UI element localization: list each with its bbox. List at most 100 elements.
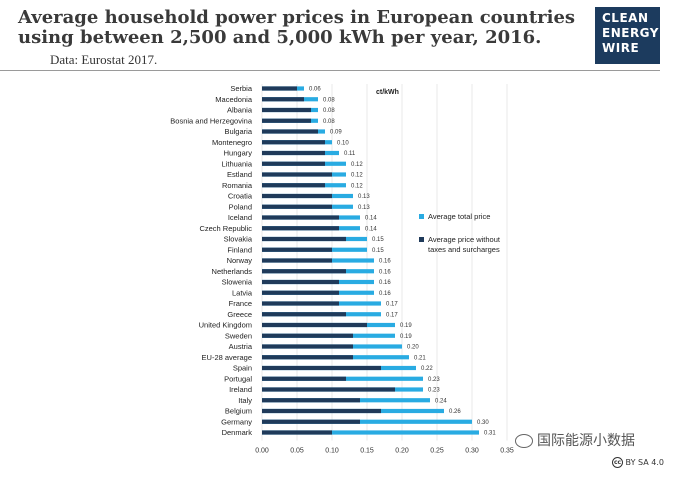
bar-without-taxes-16 bbox=[262, 258, 332, 263]
bar-without-taxes-30 bbox=[262, 408, 381, 414]
bar-without-taxes-21 bbox=[262, 312, 346, 317]
logo-line: ENERGY bbox=[602, 26, 659, 40]
data-label: 0.16 bbox=[379, 291, 391, 297]
category-label: Spain bbox=[233, 364, 252, 373]
legend-label-without-taxes: Average price without bbox=[428, 235, 501, 244]
x-tick-label: 0.20 bbox=[395, 448, 409, 455]
category-label: Serbia bbox=[230, 84, 253, 93]
x-axis: 0.00 0.05 0.10 0.15 0.20 0.25 0.30 0.35 bbox=[255, 448, 514, 455]
category-label: Austria bbox=[229, 342, 253, 351]
category-label: Portugal bbox=[224, 374, 252, 383]
data-source: Data: Eurostat 2017. bbox=[50, 52, 158, 67]
data-label: 0.14 bbox=[365, 216, 377, 222]
bar-without-taxes-20 bbox=[262, 301, 339, 306]
category-label: Hungary bbox=[224, 149, 253, 158]
bar-total-31 bbox=[262, 419, 472, 424]
x-tick-label: 0.35 bbox=[500, 448, 514, 455]
bar-without-taxes-22 bbox=[262, 322, 367, 328]
bar-without-taxes-24 bbox=[262, 344, 353, 349]
category-label: Latvia bbox=[232, 288, 253, 297]
bar-without-taxes-15 bbox=[262, 247, 332, 252]
data-label: 0.19 bbox=[400, 334, 412, 340]
bar-without-taxes-17 bbox=[262, 269, 346, 274]
category-label: EU-28 average bbox=[202, 353, 252, 362]
bar-without-taxes-29 bbox=[262, 398, 360, 403]
bar-without-taxes-23 bbox=[262, 333, 353, 338]
legend-label-total: Average total price bbox=[428, 212, 490, 221]
bar-without-taxes-26 bbox=[262, 365, 381, 371]
legend: Average total price Average price without… bbox=[419, 212, 501, 254]
bar-without-taxes-13 bbox=[262, 226, 339, 231]
category-label: Sweden bbox=[225, 331, 252, 340]
data-label: 0.26 bbox=[449, 409, 461, 415]
header-divider bbox=[0, 70, 660, 71]
category-label: Slovakia bbox=[224, 235, 253, 244]
legend-label-without-taxes-line2: taxes and surcharges bbox=[428, 245, 500, 254]
license-text: BY SA 4.0 bbox=[625, 458, 664, 467]
data-label: 0.23 bbox=[428, 388, 440, 394]
category-label: Belgium bbox=[225, 407, 252, 416]
data-label: 0.19 bbox=[400, 323, 412, 329]
bar-without-taxes-31 bbox=[262, 419, 360, 424]
category-label: Czech Republic bbox=[199, 224, 252, 233]
x-tick-label: 0.15 bbox=[360, 448, 374, 455]
category-label: Ireland bbox=[229, 385, 252, 394]
category-label: Italy bbox=[238, 396, 252, 405]
category-label: Bosnia and Herzegovina bbox=[170, 116, 253, 125]
data-label: 0.15 bbox=[372, 237, 384, 243]
creative-commons-icon: cc bbox=[612, 457, 623, 468]
data-label: 0.12 bbox=[351, 173, 363, 179]
category-label: Finland bbox=[227, 245, 252, 254]
labels-layer: Serbia 0.06 Macedonia 0.08 Albania 0.08 Bosnia… bbox=[170, 84, 496, 437]
category-label: Albania bbox=[227, 106, 253, 115]
data-label: 0.12 bbox=[351, 162, 363, 168]
legend-swatch-without-taxes bbox=[419, 237, 424, 242]
data-label: 0.22 bbox=[421, 366, 433, 372]
license-badge: cc BY SA 4.0 bbox=[612, 457, 664, 468]
bar-without-taxes-5 bbox=[262, 140, 325, 145]
bar-without-taxes-14 bbox=[262, 236, 346, 242]
data-label: 0.14 bbox=[365, 226, 377, 232]
data-label: 0.09 bbox=[330, 130, 342, 136]
logo-line: CLEAN bbox=[602, 11, 649, 25]
x-tick-label: 0.30 bbox=[465, 448, 479, 455]
data-label: 0.15 bbox=[372, 248, 384, 254]
bar-without-taxes-25 bbox=[262, 355, 353, 360]
category-label: Poland bbox=[229, 202, 252, 211]
category-label: Croatia bbox=[228, 192, 253, 201]
bar-without-taxes-1 bbox=[262, 97, 304, 102]
data-label: 0.06 bbox=[309, 87, 321, 93]
bar-without-taxes-3 bbox=[262, 118, 311, 123]
clean-energy-wire-logo: CLEAN ENERGY WIRE bbox=[595, 7, 660, 64]
wechat-watermark: 国际能源小数据 bbox=[515, 430, 635, 450]
bar-without-taxes-9 bbox=[262, 183, 325, 188]
logo-line: WIRE bbox=[602, 41, 640, 55]
data-label: 0.17 bbox=[386, 312, 398, 318]
bar-without-taxes-32 bbox=[262, 430, 332, 435]
wechat-icon bbox=[515, 434, 533, 448]
bar-without-taxes-18 bbox=[262, 279, 339, 285]
legend-swatch-total bbox=[419, 214, 424, 219]
data-label: 0.08 bbox=[323, 97, 335, 103]
bar-without-taxes-6 bbox=[262, 150, 325, 156]
bar-without-taxes-8 bbox=[262, 172, 332, 177]
category-label: France bbox=[229, 299, 252, 308]
category-label: Romania bbox=[222, 181, 253, 190]
category-label: Estland bbox=[227, 170, 252, 179]
x-tick-label: 0.00 bbox=[255, 448, 269, 455]
data-label: 0.11 bbox=[344, 151, 356, 157]
category-label: Denmark bbox=[222, 428, 253, 437]
category-label: Iceland bbox=[228, 213, 252, 222]
unit-label: ct/kWh bbox=[376, 89, 399, 96]
data-label: 0.08 bbox=[323, 119, 335, 125]
data-label: 0.10 bbox=[337, 140, 349, 146]
data-label: 0.20 bbox=[407, 345, 419, 351]
bar-without-taxes-11 bbox=[262, 204, 332, 209]
category-label: Lithuania bbox=[222, 159, 253, 168]
data-label: 0.23 bbox=[428, 377, 440, 383]
data-label: 0.16 bbox=[379, 269, 391, 275]
bar-without-taxes-10 bbox=[262, 193, 332, 199]
category-label: Norway bbox=[227, 256, 253, 265]
data-label: 0.08 bbox=[323, 108, 335, 114]
